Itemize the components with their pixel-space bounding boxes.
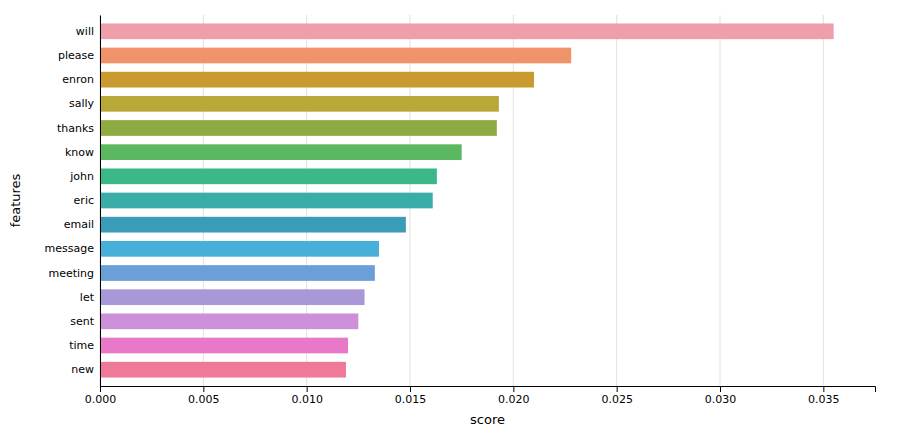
bar <box>100 144 462 160</box>
y-axis-title: features <box>8 173 23 227</box>
tick: 0.015 <box>395 386 427 406</box>
tick-label: 0.015 <box>395 393 427 406</box>
tick-label: time <box>69 339 94 352</box>
tick-label: please <box>58 49 94 62</box>
bar <box>100 168 437 184</box>
grid <box>100 15 823 386</box>
tick-label: let <box>80 291 95 304</box>
tick-label: sally <box>69 97 95 110</box>
tick-label: enron <box>62 73 94 86</box>
tick-label: thanks <box>57 122 94 135</box>
bar <box>100 265 375 281</box>
tick-label: 0.035 <box>808 393 840 406</box>
bar <box>100 193 433 209</box>
tick: let <box>80 291 95 304</box>
tick-label: new <box>71 363 94 376</box>
tick-mark <box>823 386 824 392</box>
bar <box>100 313 358 329</box>
tick: please <box>58 49 94 62</box>
tick: message <box>45 242 95 255</box>
tick-label: eric <box>74 194 94 207</box>
plot: 0.000 0.005 0.010 0.015 0.020 0.025 0.030 0.035… <box>45 15 876 406</box>
tick-mark <box>410 386 411 392</box>
tick-label: john <box>69 170 94 183</box>
tick: know <box>65 146 94 159</box>
tick: 0.020 <box>498 386 530 406</box>
tick: thanks <box>57 122 94 135</box>
tick: sent <box>70 315 94 328</box>
y-axis: will please enron sally thanks know john eric em… <box>45 16 101 387</box>
bar <box>100 241 379 257</box>
tick: sally <box>69 97 95 110</box>
bar <box>100 217 406 233</box>
tick-label: know <box>65 146 94 159</box>
chart: 0.000 0.005 0.010 0.015 0.020 0.025 0.030 0.035… <box>0 0 900 436</box>
bar <box>100 289 365 305</box>
grid-line <box>100 15 101 386</box>
tick-mark <box>513 386 514 392</box>
tick: 0.035 <box>808 386 840 406</box>
tick-label: email <box>64 218 94 231</box>
tick-label: 0.010 <box>291 393 323 406</box>
tick-label: 0.030 <box>705 393 737 406</box>
bar <box>100 96 499 112</box>
bar <box>100 72 534 88</box>
tick-mark <box>617 386 618 392</box>
axis-line <box>100 16 101 387</box>
tick: 0.005 <box>188 386 220 406</box>
grid-line <box>823 15 824 386</box>
bar <box>100 338 348 354</box>
x-axis-title: score <box>470 412 505 427</box>
tick: email <box>64 218 94 231</box>
tick: 0.000 <box>85 386 117 406</box>
tick: eric <box>74 194 94 207</box>
tick-label: sent <box>70 315 94 328</box>
tick-label: 0.005 <box>188 393 220 406</box>
bar <box>100 120 497 136</box>
tick: enron <box>62 73 94 86</box>
tick: will <box>76 25 94 38</box>
grid-line <box>616 15 617 386</box>
bar <box>100 48 571 64</box>
bar <box>100 362 346 378</box>
axis-line <box>101 387 876 393</box>
grid-line <box>513 15 514 386</box>
tick-label: will <box>76 25 94 38</box>
tick: john <box>69 170 94 183</box>
tick-label: 0.000 <box>85 393 117 406</box>
tick: time <box>69 339 94 352</box>
tick-label: message <box>45 242 95 255</box>
tick: 0.025 <box>601 386 633 406</box>
tick: 0.010 <box>291 386 323 406</box>
tick-mark <box>720 386 721 392</box>
tick-mark <box>100 386 101 392</box>
tick-label: 0.025 <box>601 393 633 406</box>
tick-mark <box>203 386 204 392</box>
x-axis: 0.000 0.005 0.010 0.015 0.020 0.025 0.030 0.035 <box>85 386 876 406</box>
bars <box>100 23 834 377</box>
bar <box>100 23 834 39</box>
tick-label: 0.020 <box>498 393 530 406</box>
tick-label: meeting <box>48 267 94 280</box>
tick: 0.030 <box>705 386 737 406</box>
tick: meeting <box>48 267 94 280</box>
grid-line <box>720 15 721 386</box>
tick-mark <box>307 386 308 392</box>
tick: new <box>71 363 94 376</box>
